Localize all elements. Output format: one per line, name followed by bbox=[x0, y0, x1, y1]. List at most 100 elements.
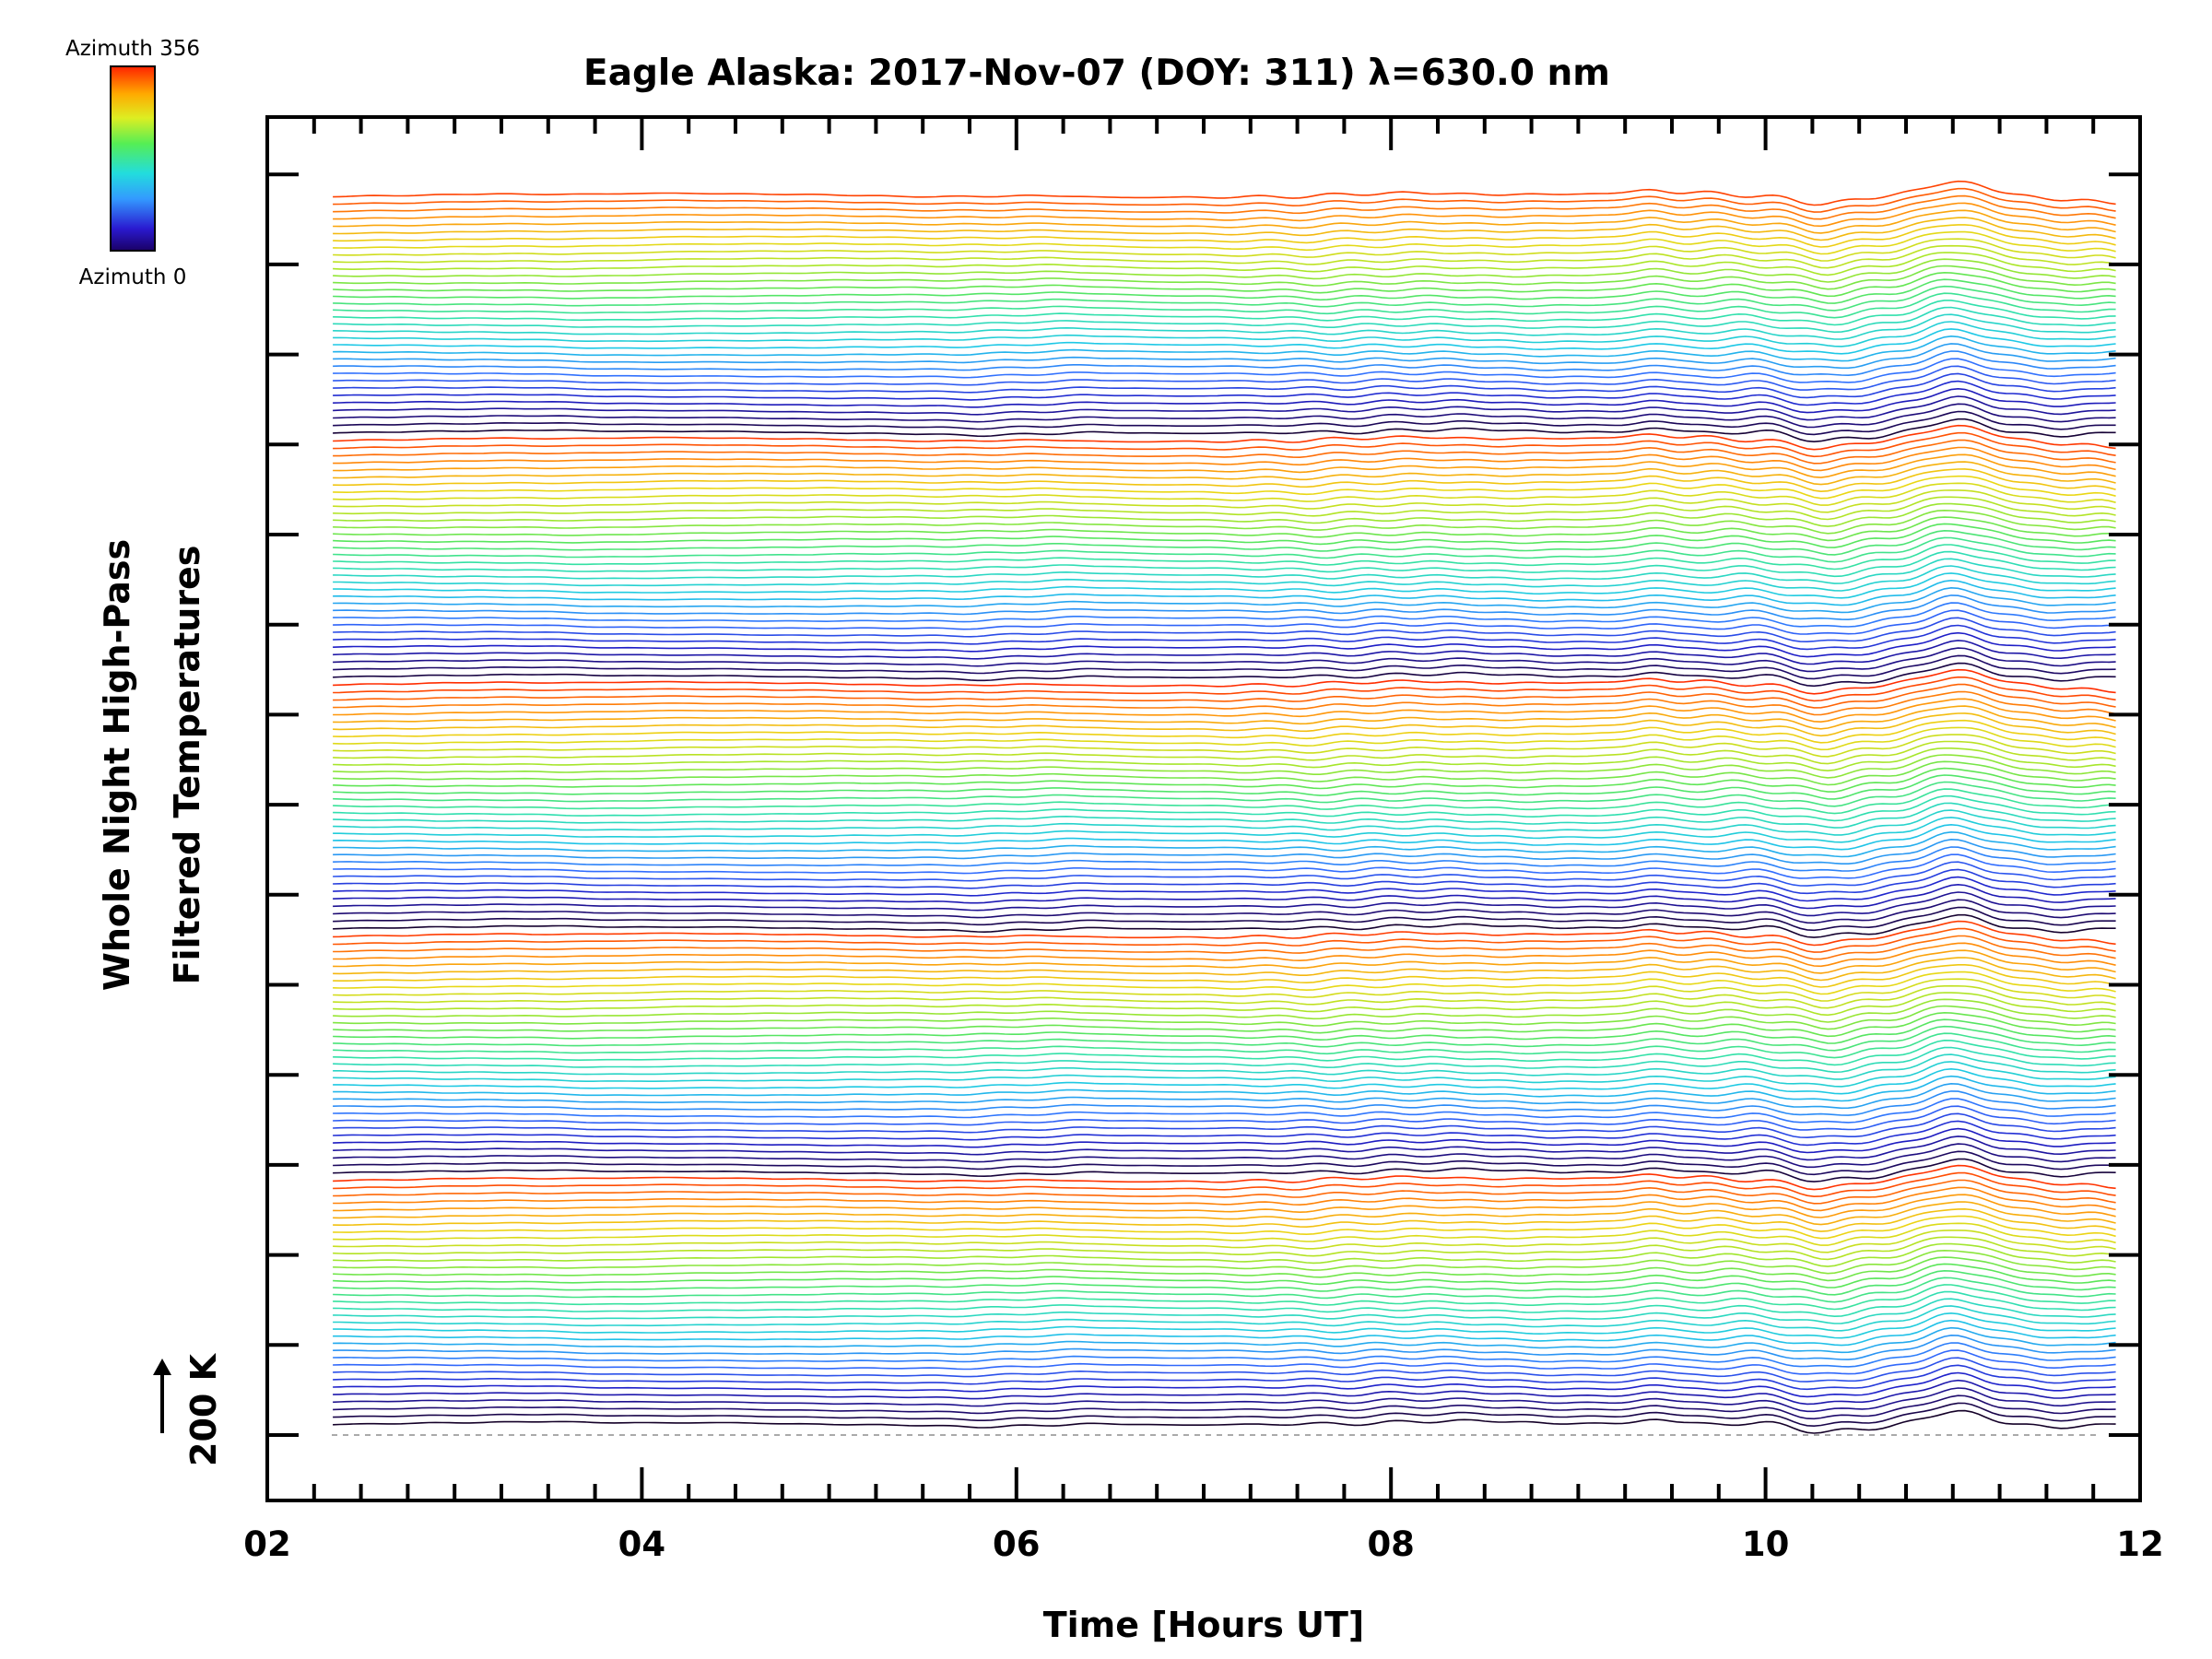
temperature-trace bbox=[333, 544, 2116, 571]
temperature-trace bbox=[333, 1090, 2116, 1116]
temperature-trace bbox=[333, 1201, 2116, 1226]
x-tick-label: 02 bbox=[243, 1524, 291, 1564]
temperature-trace bbox=[333, 654, 2116, 680]
temperature-trace bbox=[333, 453, 2116, 478]
temperature-trace bbox=[333, 640, 2116, 665]
temperature-trace bbox=[333, 328, 2116, 355]
temperature-trace bbox=[333, 662, 2116, 688]
temperature-trace bbox=[333, 579, 2116, 606]
temperature-trace bbox=[333, 1284, 2116, 1311]
temperature-trace bbox=[333, 838, 2116, 865]
temperature-trace bbox=[333, 957, 2116, 982]
temperature-trace bbox=[333, 861, 2116, 887]
temperature-trace bbox=[333, 1394, 2116, 1420]
temperature-trace bbox=[333, 209, 2116, 234]
temperature-trace bbox=[333, 1207, 2116, 1232]
temperature-trace bbox=[333, 984, 2116, 1009]
temperature-trace bbox=[333, 1120, 2116, 1147]
temperature-trace bbox=[333, 380, 2116, 406]
temperature-trace bbox=[333, 1011, 2116, 1038]
temperature-trace bbox=[333, 1067, 2116, 1095]
temperature-trace bbox=[333, 868, 2116, 895]
temperature-trace bbox=[333, 883, 2116, 910]
temperature-trace bbox=[333, 1098, 2116, 1124]
temperature-trace bbox=[333, 754, 2116, 779]
temperature-trace bbox=[333, 594, 2116, 621]
temperature-trace bbox=[333, 1319, 2116, 1347]
temperature-trace bbox=[333, 300, 2116, 326]
temperature-trace bbox=[333, 1222, 2116, 1246]
temperature-trace bbox=[333, 767, 2116, 793]
scale-bar-label: 200 K bbox=[183, 1352, 224, 1466]
temperature-trace bbox=[333, 1032, 2116, 1059]
temperature-trace bbox=[333, 668, 2116, 695]
temperature-trace bbox=[333, 1409, 2116, 1434]
temperature-trace bbox=[333, 949, 2116, 974]
temperature-trace bbox=[333, 899, 2116, 924]
temperature-trace bbox=[333, 1179, 2116, 1205]
temperature-trace bbox=[333, 529, 2116, 556]
temperature-trace bbox=[333, 1061, 2116, 1088]
temperature-trace bbox=[333, 1334, 2116, 1360]
temperature-trace bbox=[333, 1263, 2116, 1288]
axis-ticks bbox=[265, 117, 2142, 1500]
temperature-trace bbox=[333, 609, 2116, 635]
temperature-trace bbox=[333, 446, 2116, 472]
temperature-trace bbox=[333, 586, 2116, 614]
temperature-trace bbox=[333, 1053, 2116, 1080]
temperature-trace bbox=[333, 1364, 2116, 1391]
temperature-trace bbox=[333, 774, 2116, 800]
temperature-trace bbox=[333, 913, 2116, 938]
temperature-trace bbox=[333, 424, 2116, 451]
temperature-trace bbox=[333, 683, 2116, 709]
temperature-trace bbox=[333, 906, 2116, 932]
temperature-trace bbox=[333, 1171, 2116, 1198]
temperature-trace bbox=[333, 516, 2116, 542]
temperature-trace bbox=[333, 202, 2116, 228]
temperature-trace bbox=[333, 565, 2116, 592]
temperature-trace bbox=[333, 1082, 2116, 1110]
temperature-trace bbox=[333, 1379, 2116, 1406]
colorbar-top-label: Azimuth 356 bbox=[65, 37, 200, 61]
temperature-trace bbox=[333, 676, 2116, 702]
temperature-trace bbox=[333, 271, 2116, 298]
temperature-trace bbox=[333, 365, 2116, 391]
temperature-trace bbox=[333, 461, 2116, 486]
temperature-trace bbox=[333, 358, 2116, 383]
temperature-trace bbox=[333, 1298, 2116, 1324]
temperature-trace bbox=[333, 690, 2116, 716]
temperature-trace bbox=[333, 558, 2116, 584]
temperature-trace bbox=[333, 1357, 2116, 1382]
temperature-trace bbox=[333, 496, 2116, 521]
temperature-trace bbox=[333, 1150, 2116, 1176]
scale-bar-arrow-head bbox=[153, 1359, 171, 1375]
temperature-trace bbox=[333, 1256, 2116, 1282]
temperature-trace bbox=[333, 1046, 2116, 1074]
temperature-trace bbox=[333, 475, 2116, 500]
temperature-trace bbox=[333, 410, 2116, 436]
temperature-trace bbox=[333, 712, 2116, 737]
temperature-trace bbox=[333, 747, 2116, 772]
temperature-trace bbox=[333, 853, 2116, 879]
temperature-trace bbox=[333, 1312, 2116, 1339]
temperature-trace bbox=[333, 971, 2116, 995]
x-tick-label: 08 bbox=[1367, 1524, 1415, 1564]
temperature-trace bbox=[333, 350, 2116, 377]
temperature-trace bbox=[333, 468, 2116, 493]
temperature-trace bbox=[333, 809, 2116, 836]
x-tick-label: 04 bbox=[618, 1524, 666, 1564]
temperature-trace bbox=[333, 403, 2116, 429]
temperature-trace bbox=[333, 550, 2116, 578]
temperature-trace bbox=[333, 1194, 2116, 1218]
temperature-trace bbox=[333, 395, 2116, 421]
plot-frame bbox=[265, 115, 2142, 1502]
temperature-trace bbox=[333, 927, 2116, 953]
temperature-trace bbox=[333, 617, 2116, 643]
temperature-trace bbox=[333, 306, 2116, 334]
temperature-trace bbox=[333, 794, 2116, 822]
temperature-trace bbox=[333, 992, 2116, 1017]
temperature-trace bbox=[333, 631, 2116, 658]
temperature-trace bbox=[333, 258, 2116, 283]
temperature-trace bbox=[333, 1025, 2116, 1052]
